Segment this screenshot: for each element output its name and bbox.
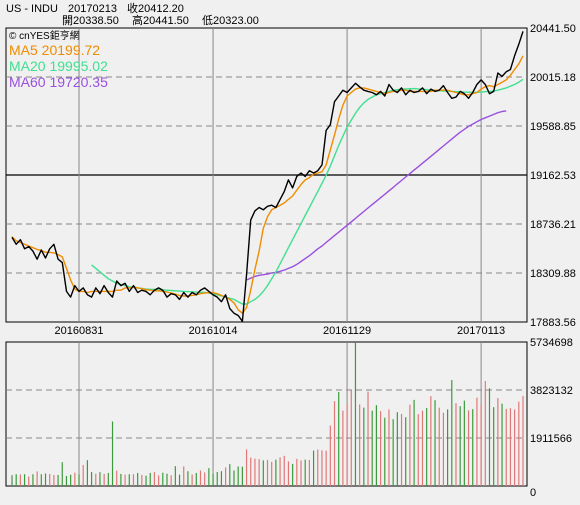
price-ytick-label: 20441.50 <box>530 23 576 35</box>
legend-ma5: MA5 20199.72 <box>9 42 100 58</box>
header-symbol: US - INDU <box>6 3 58 15</box>
price-ytick-label: 18736.21 <box>530 219 576 231</box>
volume-ytick-label: 1911566 <box>530 433 572 445</box>
price-ytick-label: 18309.88 <box>530 268 576 280</box>
header-high: 高20441.50 <box>132 13 189 27</box>
volume-ytick-label: 5734698 <box>530 337 573 349</box>
volume-ytick-label: 3823132 <box>530 385 573 397</box>
x-tick-label: 20170113 <box>457 325 505 337</box>
vol-layer <box>11 342 524 486</box>
price-line <box>11 31 524 322</box>
ma20-layer <box>91 78 524 305</box>
header-close: 收20412.20 <box>127 1 184 15</box>
price-ytick-label: 20015.18 <box>530 72 576 84</box>
axis-layer: 20441.50 20015.18 19588.85 19162.53 18736.21… <box>55 23 576 499</box>
legend-ma20: MA20 19995.02 <box>9 58 108 74</box>
volume-ytick-label: 0 <box>530 487 536 499</box>
x-tick-label: 20160831 <box>55 325 104 337</box>
price-ytick-label: 19588.85 <box>530 121 576 133</box>
legend-source: © cnYES鉅亨網 <box>9 29 80 42</box>
ma60-layer <box>246 110 507 281</box>
header-low: 低20323.00 <box>202 14 259 27</box>
ma60-line <box>246 110 507 281</box>
x-tick-label: 20161129 <box>323 325 371 337</box>
header-open: 開20338.50 <box>62 14 119 27</box>
volume-panel <box>5 341 528 487</box>
price-ytick-label: 19162.53 <box>530 170 576 182</box>
grid-layer <box>6 28 527 486</box>
header-date: 20170213 <box>68 3 117 15</box>
legend-ma60: MA60 19720.35 <box>9 74 108 90</box>
x-tick-label: 20161014 <box>189 325 238 337</box>
price-ytick-label: 17883.56 <box>530 317 576 329</box>
price-layer <box>11 31 524 322</box>
ma20-line <box>91 78 524 305</box>
